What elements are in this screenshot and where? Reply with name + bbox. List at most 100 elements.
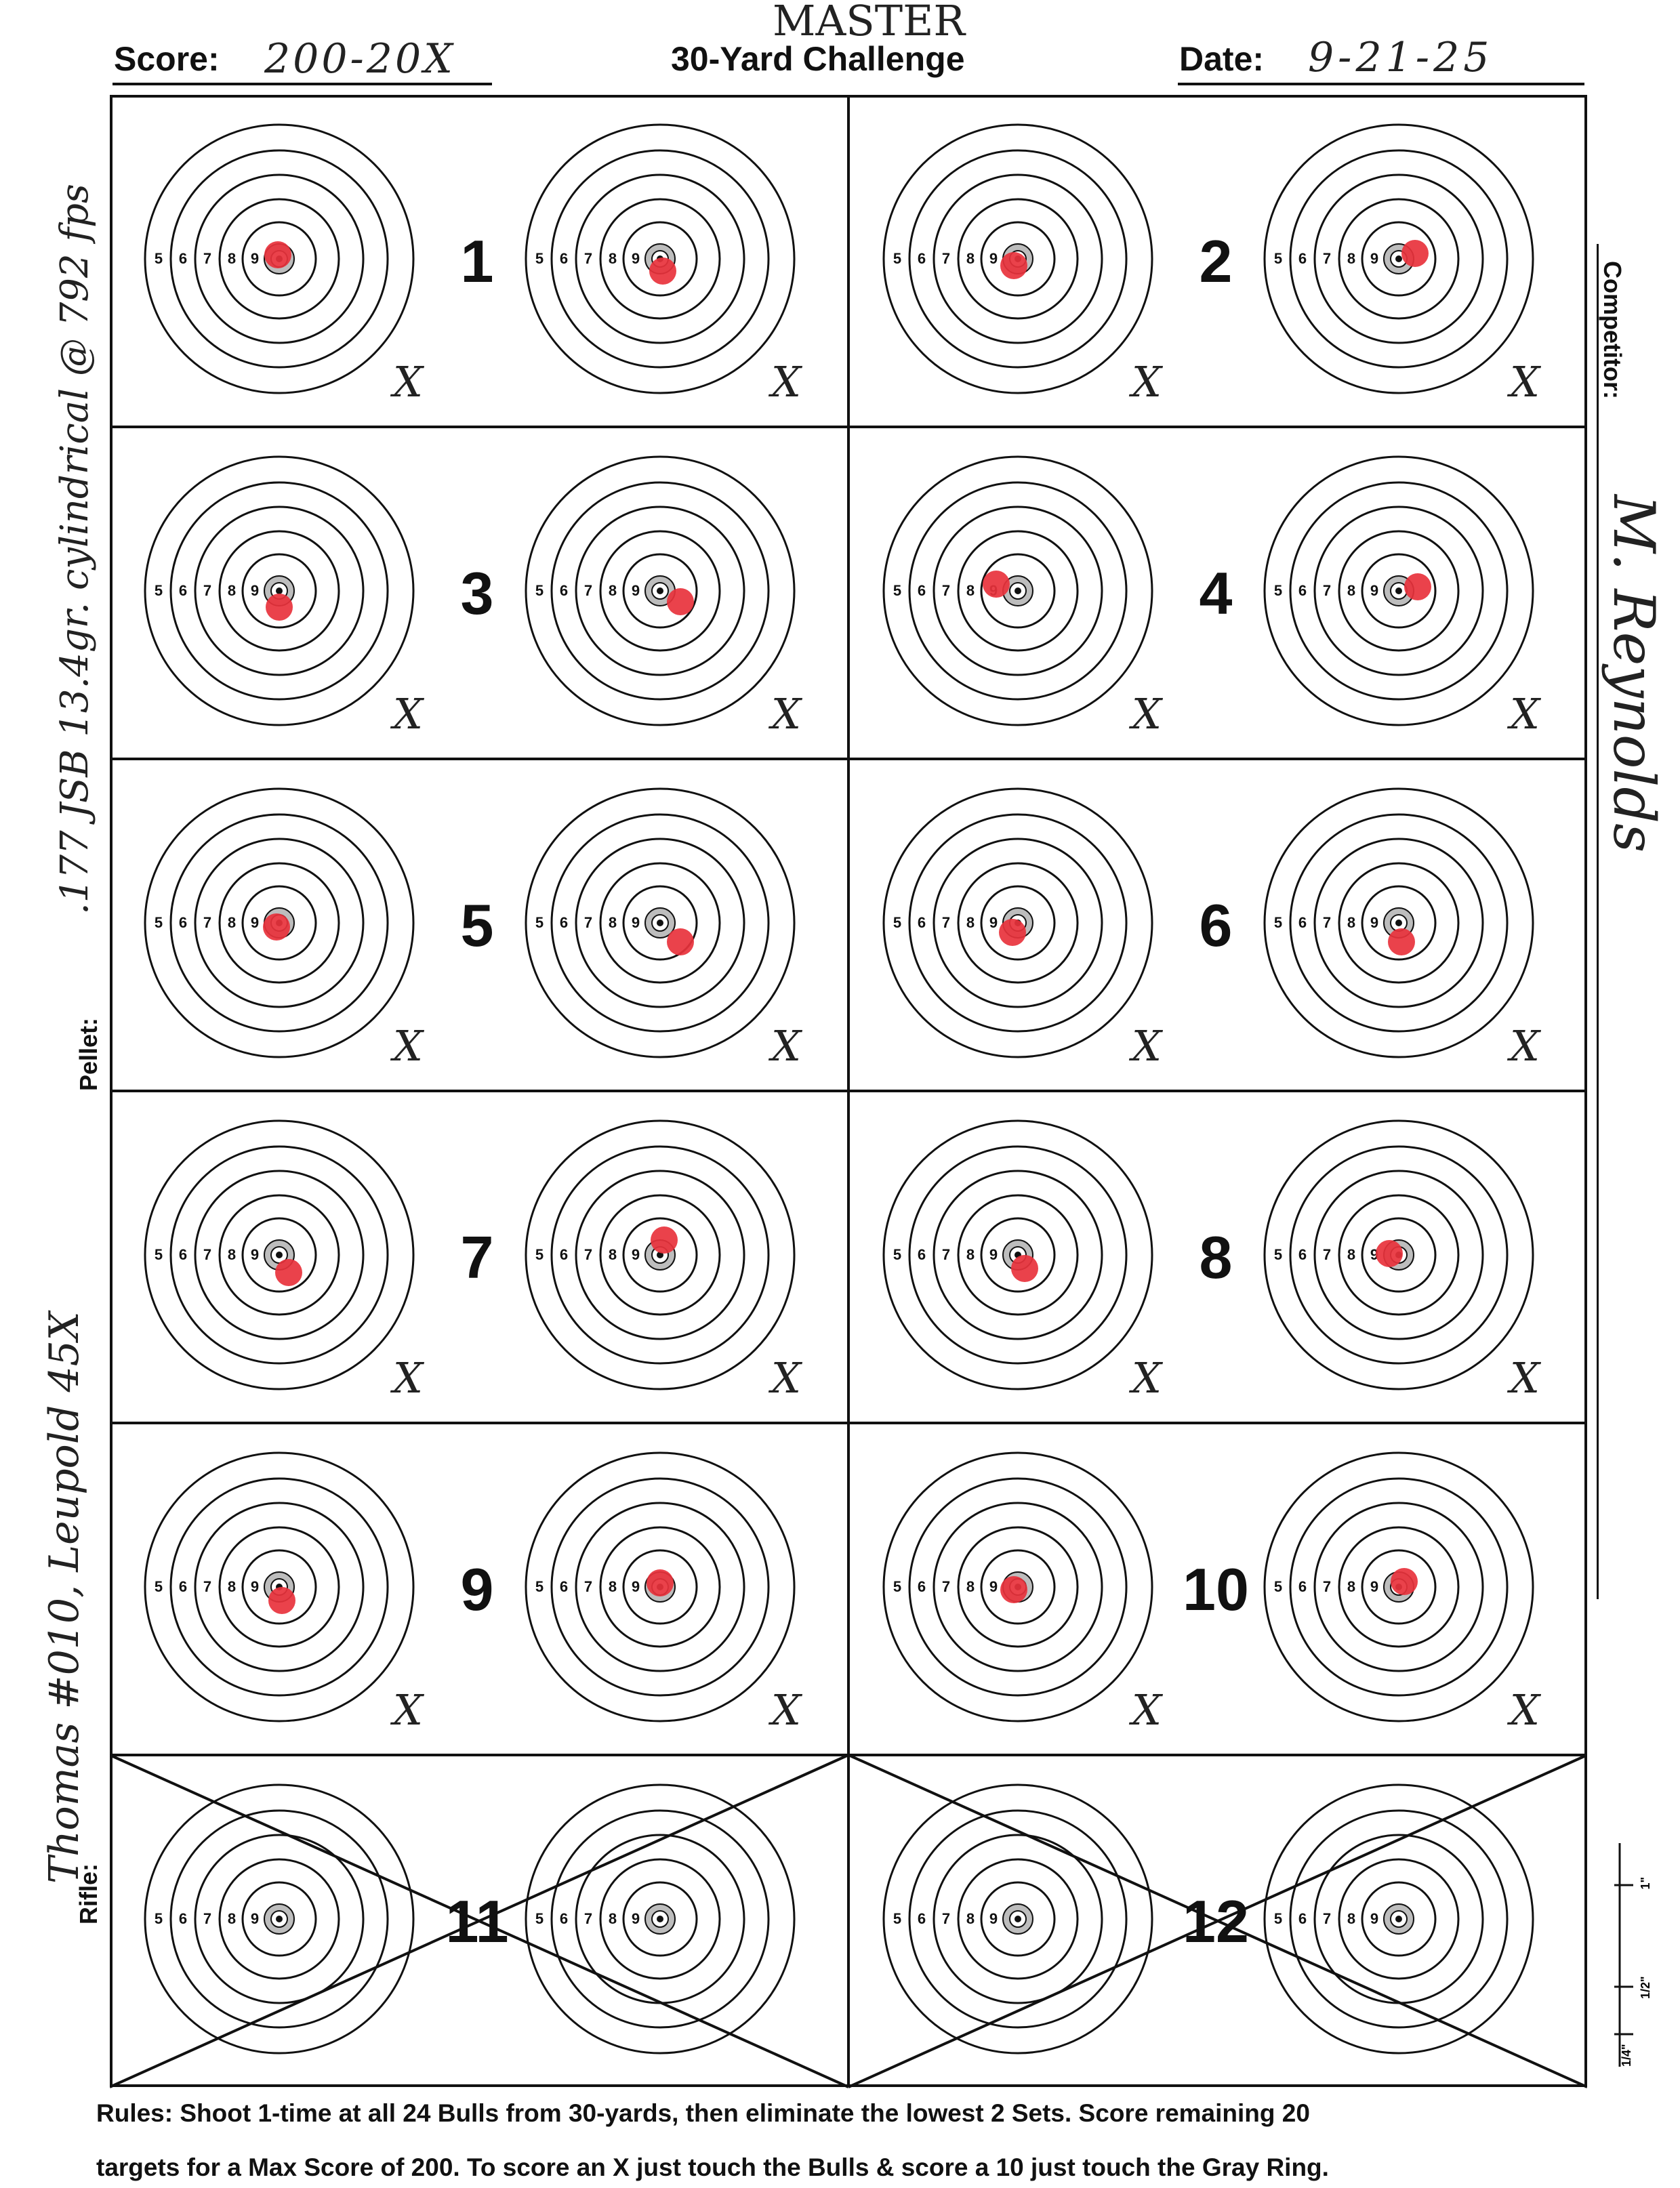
x-count-mark: X [390,1021,425,1071]
target-ring [622,1881,698,1957]
target-ring [525,1451,796,1722]
shot-hole [983,571,1010,598]
set-number: 9 [461,1556,494,1623]
target-ring [1313,505,1484,676]
target-ring [980,885,1056,961]
shot-hole [651,1226,678,1254]
target-ring [599,198,721,320]
shot-hole [1388,928,1415,955]
ring-label: 6 [918,1246,926,1263]
ring-label: 7 [584,1910,592,1927]
target-ring [622,1217,698,1293]
ring-label: 6 [179,250,187,267]
set-number: 8 [1200,1224,1233,1291]
ring-label: 5 [535,914,544,931]
target-ring [1289,813,1509,1033]
target-ring [1263,787,1534,1058]
target-ring [933,838,1103,1008]
rules-line-2: targets for a Max Score of 200. To score… [96,2153,1329,2181]
page-title: 30-Yard Challenge [671,40,965,78]
target-ring [622,885,698,961]
target-ring [194,838,365,1008]
ring-label: 5 [893,1578,901,1595]
target-ring [933,505,1103,676]
ring-label: 7 [942,582,950,599]
x-count-mark: X [1507,1685,1542,1735]
ring-label: 9 [251,1246,259,1263]
ring-label: 5 [893,582,901,599]
target-ring [1263,1783,1534,2055]
shot-hole [1000,1576,1027,1603]
target-ring [933,173,1103,344]
ring-label: 7 [1323,1910,1331,1927]
ring-label: 8 [609,582,617,599]
ring-label: 5 [893,1910,901,1927]
shot-hole [1000,252,1027,279]
ring-label: 5 [155,914,163,931]
ring-label: 9 [632,1910,640,1927]
target-ring [525,787,796,1058]
ring-label: 8 [1347,1910,1355,1927]
ring-label: 6 [1298,914,1307,931]
target-ring [908,813,1128,1033]
ring-label: 5 [1274,914,1282,931]
target-ring [957,862,1079,984]
target-ring [1289,1809,1509,2029]
target-ring [144,1119,415,1390]
bull-dot [1015,1916,1021,1922]
ring-label: 9 [251,582,259,599]
target-ring [575,505,745,676]
ring-label: 9 [1370,1578,1378,1595]
ring-label: 9 [251,914,259,931]
bull-dot [1395,1916,1402,1922]
target-ring [169,481,389,701]
score-label: Score: [114,40,220,78]
target-ring [575,173,745,344]
target-ring [622,221,698,297]
target-ring [1289,481,1509,701]
ring-label: 7 [584,250,592,267]
target-ring [1338,1858,1460,1980]
ring-label: 8 [228,914,236,931]
ring-label: 8 [966,1910,975,1927]
ring-label: 8 [966,1578,975,1595]
ring-label: 6 [179,1578,187,1595]
shot-hole [647,1569,674,1596]
ring-label: 8 [609,250,617,267]
target-ring [144,787,415,1058]
target-ring [169,1145,389,1365]
target-ring [622,553,698,629]
ring-label: 9 [632,1246,640,1263]
competitor-value: M. Reynolds [1601,495,1667,853]
target-ring [957,530,1079,652]
score-underline [112,83,492,85]
elimination-cross [848,1754,1587,2088]
target-ring [575,1170,745,1340]
target-ring [169,149,389,369]
target-ring [599,1526,721,1648]
ring-label: 7 [203,1246,211,1263]
target-ring [218,1858,340,1980]
ring-label: 9 [989,250,998,267]
x-count-mark: X [1507,357,1542,407]
target-ring [908,481,1128,701]
target-ring [933,1170,1103,1340]
target-ring [1263,1451,1534,1722]
ring-label: 5 [155,1910,163,1927]
target-ring [1289,1477,1509,1697]
ring-label: 5 [1274,250,1282,267]
ring-label: 5 [155,1578,163,1595]
target-ring [1263,1119,1534,1390]
title-annotation: MASTER [773,0,966,45]
ring-label: 6 [1298,582,1307,599]
ring-label: 8 [609,914,617,931]
ring-label: 6 [179,914,187,931]
target-ring [525,1119,796,1390]
x-count-mark: X [390,1685,425,1735]
target-ring [1313,173,1484,344]
target-ring [241,1217,317,1293]
target-ring [1361,885,1437,961]
ring-label: 5 [1274,1246,1282,1263]
ring-label: 8 [1347,582,1355,599]
target-ring [980,1881,1056,1957]
